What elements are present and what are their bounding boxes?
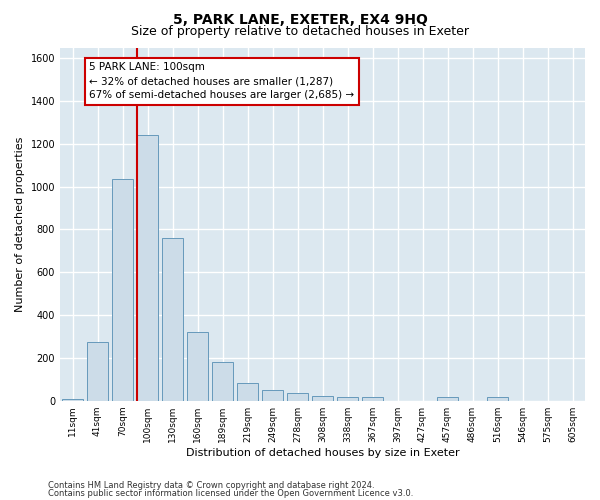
Bar [262,390,283,400]
Text: Contains HM Land Registry data © Crown copyright and database right 2024.: Contains HM Land Registry data © Crown c… [48,481,374,490]
Text: 5 PARK LANE: 100sqm
← 32% of detached houses are smaller (1,287)
67% of semi-det: 5 PARK LANE: 100sqm ← 32% of detached ho… [89,62,355,100]
Bar [137,136,158,400]
X-axis label: Distribution of detached houses by size in Exeter: Distribution of detached houses by size … [186,448,460,458]
Text: 5, PARK LANE, EXETER, EX4 9HQ: 5, PARK LANE, EXETER, EX4 9HQ [173,12,427,26]
Bar [337,397,358,400]
Bar [237,382,258,400]
Bar [187,332,208,400]
Bar [437,397,458,400]
Bar [162,238,183,400]
Bar [287,393,308,400]
Y-axis label: Number of detached properties: Number of detached properties [15,136,25,312]
Bar [112,179,133,400]
Bar [62,398,83,400]
Bar [312,396,333,400]
Bar [362,397,383,400]
Text: Contains public sector information licensed under the Open Government Licence v3: Contains public sector information licen… [48,489,413,498]
Bar [87,342,108,400]
Bar [487,397,508,400]
Text: Size of property relative to detached houses in Exeter: Size of property relative to detached ho… [131,25,469,38]
Bar [212,362,233,401]
